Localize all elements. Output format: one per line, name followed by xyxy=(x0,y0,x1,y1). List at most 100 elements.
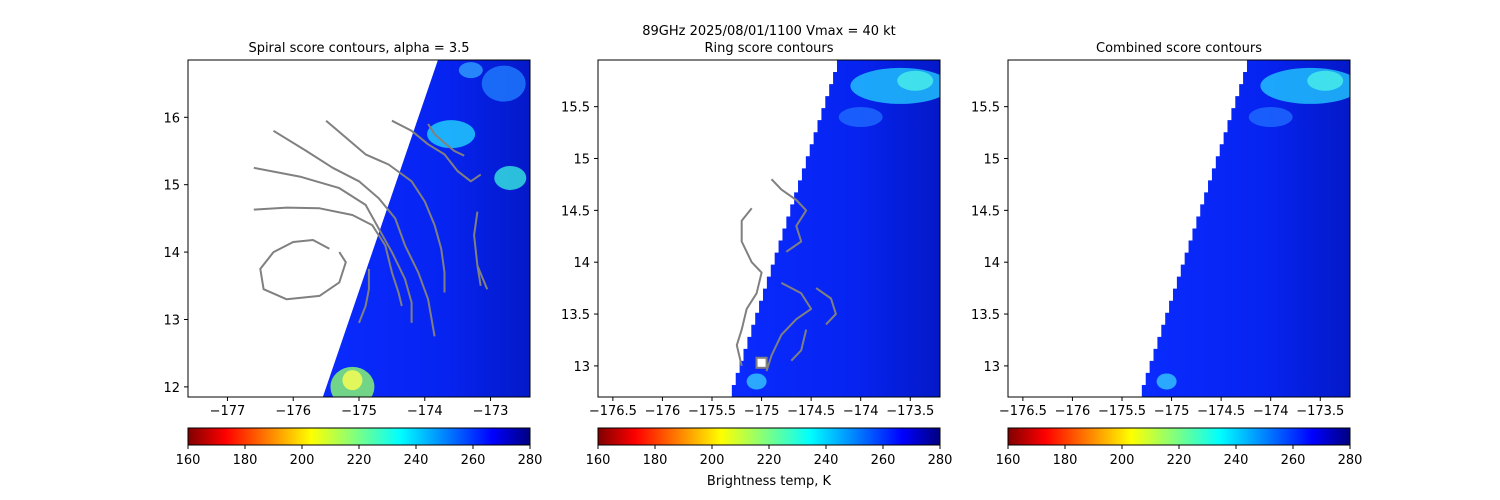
score-contour xyxy=(253,166,413,323)
figure-suptitle: 89GHz 2025/08/01/1100 Vmax = 40 kt xyxy=(642,24,896,39)
x-tick-label: −176 xyxy=(1055,404,1091,419)
score-contour xyxy=(325,119,446,293)
colorbar-tick-label: 200 xyxy=(1110,453,1135,468)
colorbar-tick-label: 280 xyxy=(1338,453,1363,468)
y-tick-label: 13 xyxy=(573,360,590,375)
colorbar-tick-label: 260 xyxy=(1281,453,1306,468)
warm-region xyxy=(838,107,883,128)
y-tick-label: 16 xyxy=(163,111,180,126)
colorbar-tick-label: 160 xyxy=(586,453,611,468)
score-contour xyxy=(272,129,436,337)
score-contour xyxy=(765,282,813,372)
colorbar xyxy=(1007,427,1351,446)
score-contour xyxy=(358,268,370,324)
x-tick-label: −176.5 xyxy=(999,404,1047,419)
x-tick-label: −174.5 xyxy=(1197,404,1245,419)
x-tick-label: −173.5 xyxy=(1296,404,1344,419)
colorbar-tick-label: 240 xyxy=(404,453,429,468)
x-tick-label: −175.5 xyxy=(1098,404,1146,419)
swath-heatmap xyxy=(1141,60,1350,397)
colorbar-tick-label: 220 xyxy=(757,453,782,468)
colorbar-tick-label: 260 xyxy=(461,453,486,468)
y-tick-label: 12 xyxy=(163,381,180,396)
y-tick-label: 15 xyxy=(573,153,590,168)
score-contour xyxy=(259,239,347,301)
y-tick-label: 14.5 xyxy=(971,204,1000,219)
colorbar-tick-label: 220 xyxy=(347,453,372,468)
colorbar-label: Brightness temp, K xyxy=(707,474,832,489)
score-contour xyxy=(473,211,482,286)
y-tick-label: 15 xyxy=(163,179,180,194)
swath-heatmap xyxy=(731,60,940,397)
axes-frame xyxy=(597,59,941,398)
swath-heatmap xyxy=(322,60,530,397)
warm-region xyxy=(342,370,363,391)
colorbar-tick-label: 220 xyxy=(1167,453,1192,468)
axes-frame xyxy=(1007,59,1351,398)
x-tick-label: −175 xyxy=(341,404,377,419)
warm-region xyxy=(494,165,527,190)
colorbar-tick-label: 200 xyxy=(700,453,725,468)
warm-region xyxy=(481,65,526,102)
y-tick-label: 13 xyxy=(163,313,180,328)
x-tick-label: −174 xyxy=(407,404,443,419)
x-tick-label: −173.5 xyxy=(886,404,934,419)
score-contour xyxy=(770,178,808,253)
y-tick-label: 15.5 xyxy=(561,101,590,116)
x-tick-label: −175 xyxy=(1154,404,1190,419)
colorbar-tick-label: 180 xyxy=(233,453,258,468)
colorbar-tick-label: 160 xyxy=(996,453,1021,468)
warm-region xyxy=(427,120,476,149)
y-tick-label: 14 xyxy=(573,256,590,271)
x-tick-label: −174 xyxy=(843,404,879,419)
x-tick-label: −177 xyxy=(210,404,246,419)
warm-region xyxy=(1156,373,1177,390)
colorbar-tick-label: 180 xyxy=(643,453,668,468)
y-tick-label: 14 xyxy=(163,246,180,261)
y-tick-label: 13 xyxy=(983,360,1000,375)
warm-region xyxy=(1248,107,1293,128)
colorbar xyxy=(597,427,941,446)
score-contour xyxy=(790,329,808,362)
score-contour xyxy=(391,119,482,183)
score-contour xyxy=(476,265,489,290)
panel-title: Combined score contours xyxy=(1096,41,1262,56)
ring-score-panel: Ring score contours−176.5 −176 −175.5 −175−… xyxy=(561,41,941,419)
colorbar-tick-label: 280 xyxy=(928,453,953,468)
x-tick-label: −176 xyxy=(645,404,681,419)
panel-title: Ring score contours xyxy=(704,41,833,56)
warm-region xyxy=(897,70,934,91)
score-marker xyxy=(755,356,768,369)
y-tick-label: 13.5 xyxy=(971,308,1000,323)
x-tick-label: −176 xyxy=(275,404,311,419)
y-tick-label: 14.5 xyxy=(561,204,590,219)
score-contour xyxy=(735,207,763,367)
colorbar-tick-label: 280 xyxy=(518,453,543,468)
y-tick-label: 13.5 xyxy=(561,308,590,323)
colorbar-tick-label: 240 xyxy=(1224,453,1249,468)
colorbar-tick-label: 200 xyxy=(290,453,315,468)
y-tick-label: 15.5 xyxy=(971,101,1000,116)
x-tick-label: −175 xyxy=(744,404,780,419)
score-contour xyxy=(253,206,403,307)
x-tick-label: −174 xyxy=(1253,404,1289,419)
panel-title: Spiral score contours, alpha = 3.5 xyxy=(248,41,469,56)
x-tick-label: −173 xyxy=(473,404,509,419)
x-tick-label: −175.5 xyxy=(688,404,736,419)
warm-region xyxy=(1307,70,1344,91)
colorbar-tick-label: 180 xyxy=(1053,453,1078,468)
colorbar-tick-label: 240 xyxy=(814,453,839,468)
combined-score-panel: Combined score contours−176.5 −176 −175.5−… xyxy=(971,41,1351,419)
y-tick-label: 14 xyxy=(983,256,1000,271)
score-contour xyxy=(815,287,837,326)
spiral-score-panel: Spiral score contours, alpha = 3.5 −177 −1… xyxy=(163,41,531,419)
colorbar-tick-label: 160 xyxy=(176,453,201,468)
colorbars: 160 180 200 220 240 260 280 160 180 200 220 240 260 2… xyxy=(176,427,1363,468)
warm-region xyxy=(458,62,483,79)
x-tick-label: −174.5 xyxy=(787,404,835,419)
warm-region xyxy=(746,373,767,390)
x-tick-label: −176.5 xyxy=(589,404,637,419)
score-contour xyxy=(427,123,465,157)
colorbar-tick-label: 260 xyxy=(871,453,896,468)
